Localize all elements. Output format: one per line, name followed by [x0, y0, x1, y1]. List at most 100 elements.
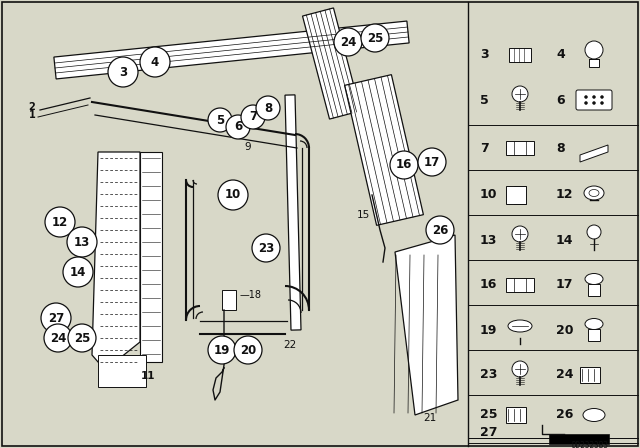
FancyBboxPatch shape — [140, 152, 162, 362]
Text: 13: 13 — [480, 233, 497, 246]
FancyBboxPatch shape — [509, 48, 531, 62]
Text: 15: 15 — [356, 210, 370, 220]
Circle shape — [68, 324, 96, 352]
Circle shape — [256, 96, 280, 120]
FancyBboxPatch shape — [580, 367, 600, 383]
Text: DD2323B3: DD2323B3 — [572, 440, 609, 448]
Text: 3: 3 — [119, 65, 127, 78]
Polygon shape — [580, 145, 608, 162]
Text: 5: 5 — [216, 113, 224, 126]
Circle shape — [584, 95, 588, 99]
Text: 16: 16 — [396, 159, 412, 172]
Polygon shape — [506, 278, 534, 292]
Polygon shape — [506, 141, 534, 155]
FancyBboxPatch shape — [588, 329, 600, 341]
Circle shape — [512, 86, 528, 102]
Ellipse shape — [589, 190, 599, 197]
Text: 14: 14 — [556, 233, 573, 246]
Text: 4: 4 — [151, 56, 159, 69]
Circle shape — [234, 336, 262, 364]
Text: 26: 26 — [556, 409, 573, 422]
Text: 21: 21 — [424, 413, 436, 423]
Text: 27: 27 — [480, 426, 497, 439]
Circle shape — [585, 41, 603, 59]
Circle shape — [390, 151, 418, 179]
Text: 16: 16 — [480, 279, 497, 292]
Text: 10: 10 — [225, 189, 241, 202]
Text: 17: 17 — [424, 155, 440, 168]
Text: 25: 25 — [74, 332, 90, 345]
Text: —18: —18 — [240, 290, 262, 300]
Circle shape — [512, 226, 528, 242]
Text: 22: 22 — [284, 340, 296, 350]
Text: 11: 11 — [141, 371, 156, 381]
Text: 1: 1 — [29, 110, 35, 120]
Circle shape — [218, 180, 248, 210]
Text: 24: 24 — [556, 369, 573, 382]
Circle shape — [45, 207, 75, 237]
Polygon shape — [395, 235, 458, 415]
Circle shape — [584, 102, 588, 104]
Circle shape — [593, 102, 595, 104]
FancyBboxPatch shape — [506, 186, 526, 204]
Circle shape — [241, 105, 265, 129]
Text: 23: 23 — [480, 369, 497, 382]
Ellipse shape — [585, 319, 603, 329]
Circle shape — [108, 57, 138, 87]
Text: 24: 24 — [340, 35, 356, 48]
FancyBboxPatch shape — [222, 290, 236, 310]
Circle shape — [418, 148, 446, 176]
Text: 7: 7 — [480, 142, 489, 155]
FancyBboxPatch shape — [506, 407, 526, 423]
Text: 25: 25 — [480, 409, 497, 422]
Polygon shape — [549, 434, 609, 444]
FancyBboxPatch shape — [576, 90, 612, 110]
FancyBboxPatch shape — [589, 59, 599, 67]
Polygon shape — [92, 152, 140, 370]
Text: 8: 8 — [556, 142, 564, 155]
Circle shape — [67, 227, 97, 257]
Text: 19: 19 — [480, 323, 497, 336]
Circle shape — [44, 324, 72, 352]
Text: 10: 10 — [480, 189, 497, 202]
Text: 5: 5 — [480, 94, 489, 107]
Circle shape — [361, 24, 389, 52]
Text: 12: 12 — [556, 189, 573, 202]
Text: 25: 25 — [367, 31, 383, 44]
Circle shape — [426, 216, 454, 244]
Text: 6: 6 — [556, 94, 564, 107]
Circle shape — [334, 28, 362, 56]
Circle shape — [600, 102, 604, 104]
Ellipse shape — [508, 320, 532, 332]
Polygon shape — [344, 75, 424, 225]
Circle shape — [600, 95, 604, 99]
FancyBboxPatch shape — [98, 355, 146, 387]
Circle shape — [252, 234, 280, 262]
Ellipse shape — [585, 273, 603, 284]
Circle shape — [41, 303, 71, 333]
Text: 23: 23 — [258, 241, 274, 254]
Text: 12: 12 — [52, 215, 68, 228]
Circle shape — [208, 108, 232, 132]
Text: 2: 2 — [29, 102, 35, 112]
Text: 19: 19 — [214, 344, 230, 357]
Text: 3: 3 — [480, 48, 488, 61]
Circle shape — [63, 257, 93, 287]
FancyBboxPatch shape — [588, 284, 600, 296]
Text: 14: 14 — [70, 266, 86, 279]
Text: 4: 4 — [556, 48, 564, 61]
Text: 9: 9 — [244, 142, 252, 152]
Polygon shape — [303, 8, 360, 119]
Ellipse shape — [584, 186, 604, 200]
Circle shape — [587, 225, 601, 239]
Circle shape — [208, 336, 236, 364]
Text: 24: 24 — [50, 332, 66, 345]
Text: 13: 13 — [74, 236, 90, 249]
Circle shape — [512, 361, 528, 377]
Text: 27: 27 — [48, 311, 64, 324]
Text: 7: 7 — [249, 111, 257, 124]
Polygon shape — [285, 95, 301, 330]
Text: 6: 6 — [234, 121, 242, 134]
Text: 26: 26 — [432, 224, 448, 237]
Text: 20: 20 — [556, 323, 573, 336]
